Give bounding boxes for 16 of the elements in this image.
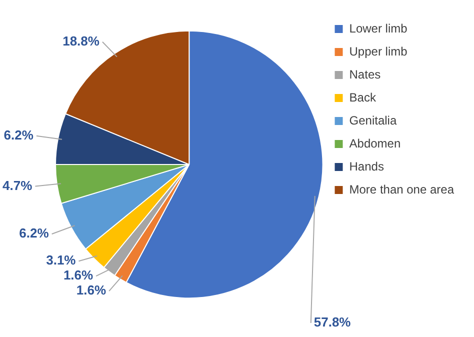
data-label: 6.2% [4,128,34,143]
legend-label: Genitalia [349,113,397,128]
data-label: 1.6% [63,268,94,283]
legend-label: Hands [349,159,384,174]
data-label: 1.6% [76,282,106,298]
data-label: 18.8% [62,33,100,48]
data-label: 3.1% [46,252,76,268]
data-label: 4.7% [2,178,33,193]
legend-label: Abdomen [349,136,401,150]
legend-label: Lower limb [349,21,408,36]
data-label: 6.2% [19,226,50,241]
data-label: 57.8% [314,314,352,330]
legend-label: Back [349,90,377,104]
legend-label: More than one area [349,182,454,196]
legend-label: Upper limb [349,44,408,58]
legend-label: Nates [349,67,381,82]
